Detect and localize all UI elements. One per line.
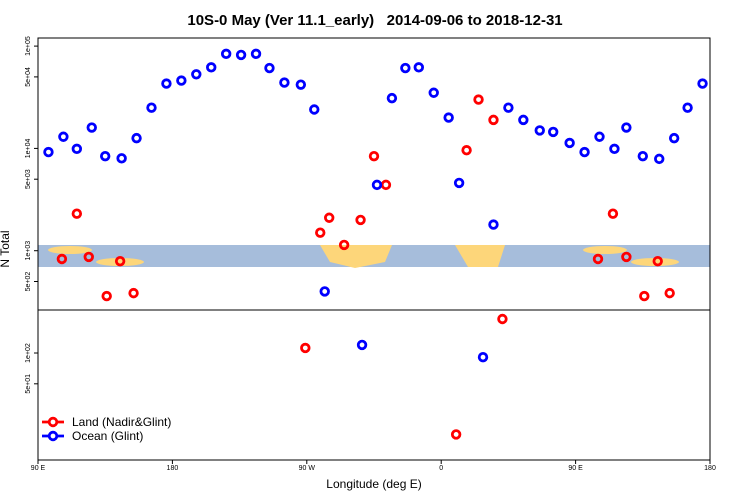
point xyxy=(309,104,320,115)
point xyxy=(250,48,262,60)
point xyxy=(43,146,54,158)
point xyxy=(639,290,650,302)
point xyxy=(668,132,680,144)
point xyxy=(264,62,275,74)
point xyxy=(664,287,675,299)
x-tick-label: 90 E xyxy=(568,465,583,472)
point xyxy=(400,62,411,74)
point xyxy=(450,429,462,440)
legend-marker xyxy=(47,430,59,442)
point xyxy=(71,208,83,219)
point xyxy=(564,137,575,149)
point xyxy=(131,132,142,144)
legend-label: Ocean (Glint) xyxy=(72,429,143,443)
point xyxy=(235,49,247,61)
point xyxy=(161,78,172,89)
chart-title: 10S-0 May (Ver 11.1_early) 2014-09-06 to… xyxy=(187,12,562,29)
x-tick-label: 90 W xyxy=(299,465,316,472)
point xyxy=(697,78,708,89)
point xyxy=(473,94,484,105)
point xyxy=(488,219,499,230)
point xyxy=(56,253,68,265)
x-tick-label: 180 xyxy=(704,465,716,472)
point xyxy=(324,212,335,223)
point xyxy=(99,150,111,162)
point xyxy=(386,92,398,104)
point xyxy=(621,122,632,133)
point xyxy=(428,87,439,98)
point xyxy=(191,69,202,80)
x-tick-label: 90 E xyxy=(31,465,46,472)
point xyxy=(443,112,454,123)
x-tick-label: 180 xyxy=(167,465,179,472)
point xyxy=(654,153,665,165)
point xyxy=(355,214,366,226)
point xyxy=(101,290,112,302)
point xyxy=(206,62,217,73)
point xyxy=(592,253,604,265)
point xyxy=(518,114,529,126)
point xyxy=(83,251,94,263)
point xyxy=(220,48,232,60)
point xyxy=(594,131,605,142)
map-land xyxy=(48,246,92,254)
point xyxy=(338,239,350,251)
map-strip xyxy=(38,245,710,268)
point xyxy=(58,131,69,142)
map-land xyxy=(455,245,505,267)
point xyxy=(682,102,693,113)
point xyxy=(114,255,126,267)
point xyxy=(488,114,499,126)
point xyxy=(609,143,620,155)
point xyxy=(461,145,472,156)
map-land xyxy=(583,246,627,254)
point xyxy=(86,122,97,133)
point xyxy=(637,150,648,162)
point xyxy=(607,208,619,219)
point xyxy=(413,62,424,73)
x-axis-label: Longitude (deg E) xyxy=(326,477,421,491)
point xyxy=(621,251,632,263)
y-tick-label: 5e+02 xyxy=(25,272,32,292)
point xyxy=(319,286,330,297)
y-axis-label: N Total xyxy=(0,230,12,267)
point xyxy=(71,143,83,155)
point xyxy=(295,79,307,90)
point xyxy=(315,227,326,238)
point xyxy=(453,177,465,189)
point xyxy=(368,150,380,162)
point xyxy=(116,153,127,164)
point xyxy=(652,255,663,267)
y-tick-label: 5e+04 xyxy=(25,67,32,87)
point xyxy=(548,126,559,138)
point xyxy=(300,342,311,354)
point xyxy=(503,102,514,113)
point xyxy=(497,313,508,325)
y-tick-label: 1e+03 xyxy=(25,241,32,261)
map-land xyxy=(96,258,144,266)
point xyxy=(356,339,368,351)
plot-frame xyxy=(37,37,711,461)
point xyxy=(579,146,590,158)
y-tick-label: 1e+05 xyxy=(25,36,32,56)
point xyxy=(279,77,290,88)
point xyxy=(534,125,545,136)
point xyxy=(477,352,489,363)
point xyxy=(176,75,187,86)
x-tick-label: 0 xyxy=(439,465,443,472)
point xyxy=(371,179,383,191)
y-tick-label: 1e+04 xyxy=(25,138,32,158)
point xyxy=(128,287,139,299)
legend-marker xyxy=(47,416,59,428)
y-tick-label: 5e+03 xyxy=(25,169,32,189)
map-land xyxy=(320,245,392,268)
y-tick-label: 1e+02 xyxy=(25,343,32,363)
y-tick-label: 5e+01 xyxy=(25,374,32,394)
point xyxy=(146,102,157,113)
legend-label: Land (Nadir&Glint) xyxy=(72,415,171,429)
